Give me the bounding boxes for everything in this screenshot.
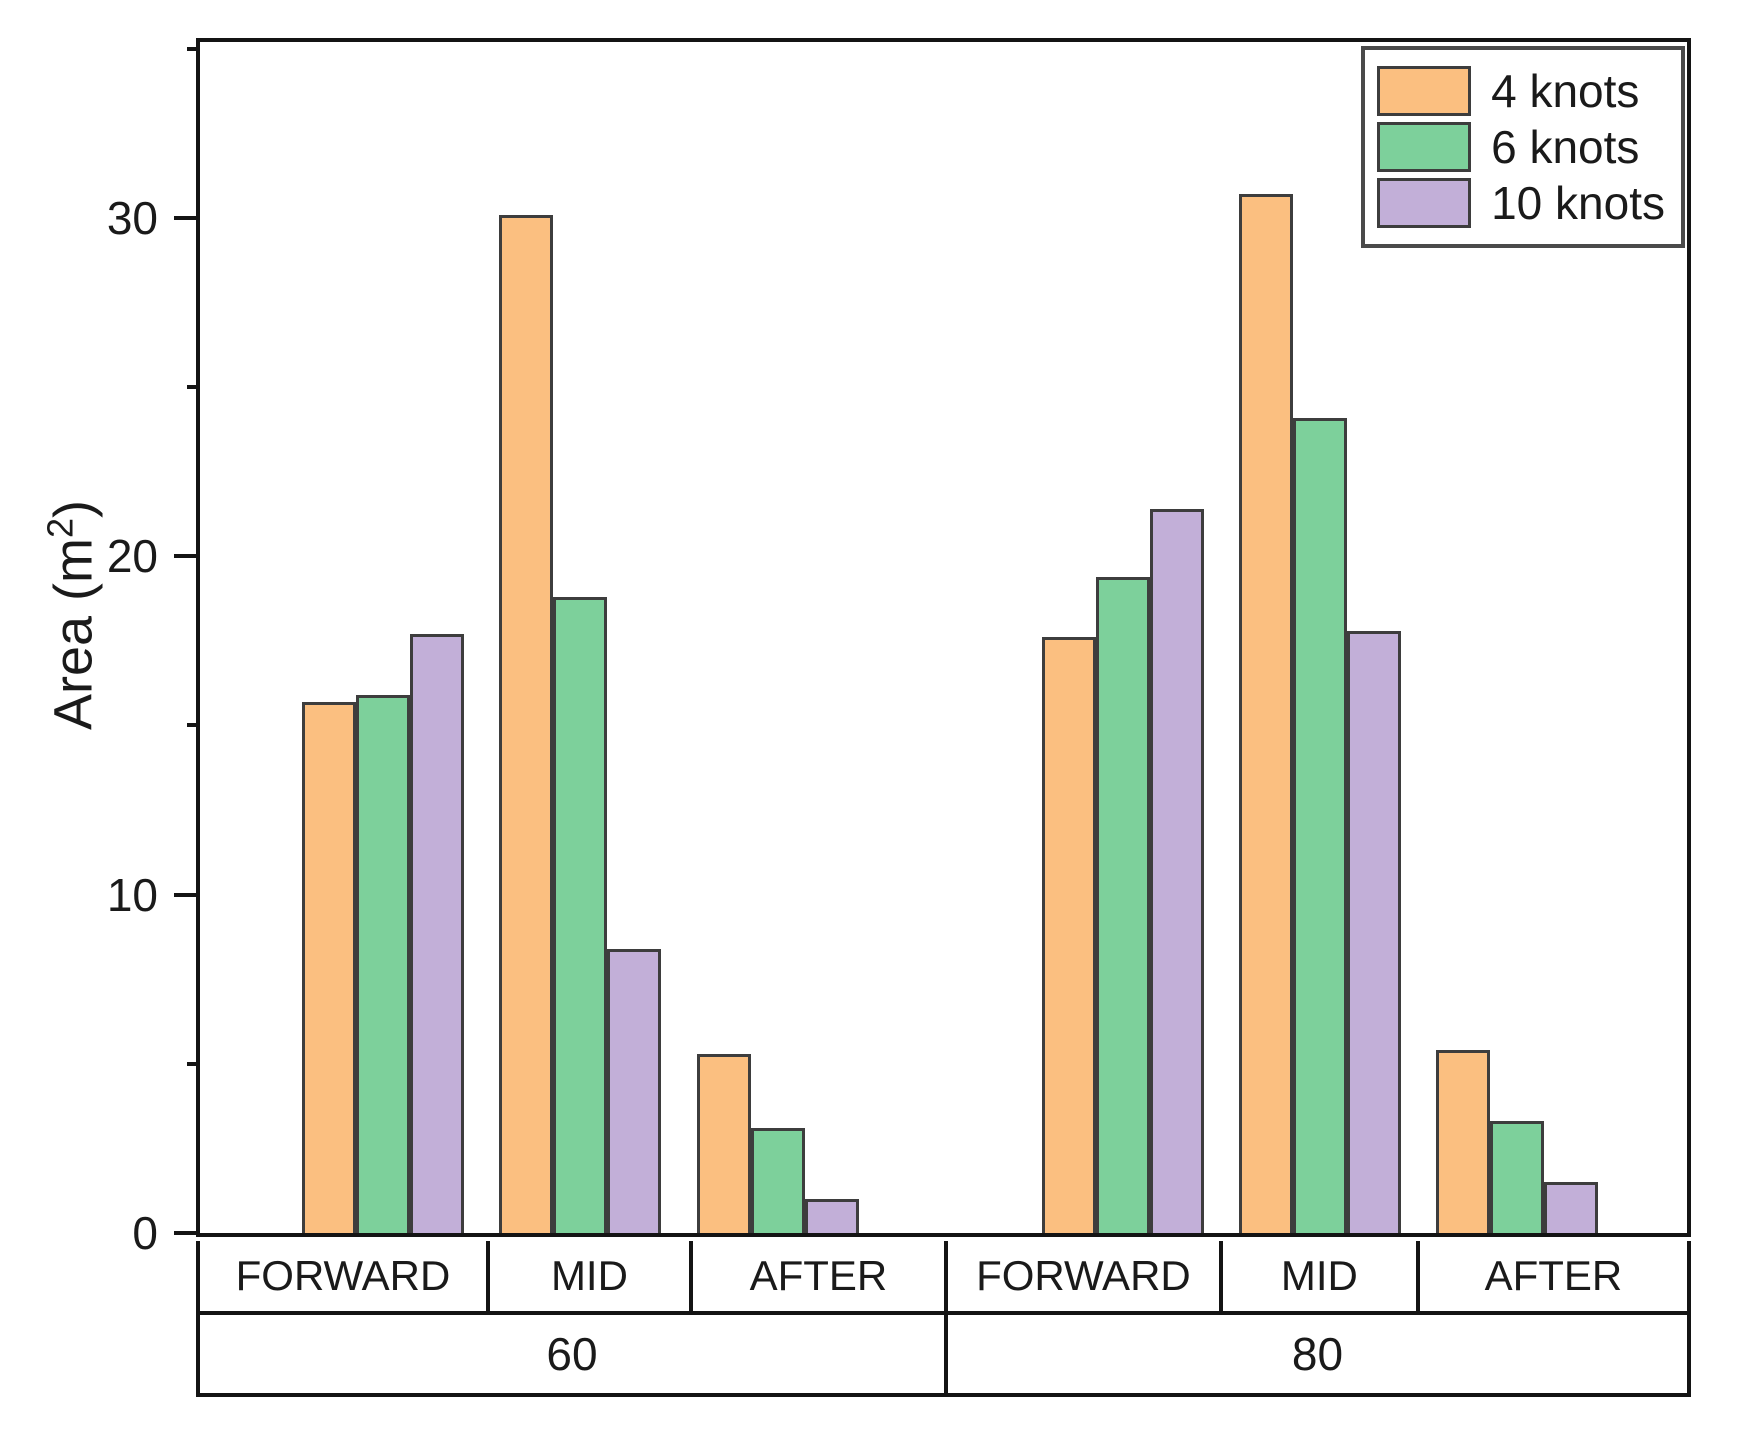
y-axis-title-text: Area (m [43, 537, 104, 731]
y-tick-label-0: 0 [132, 1207, 158, 1259]
group-row: 60 80 [200, 1315, 1687, 1393]
bar-60-forward-6-knots [356, 695, 410, 1233]
bar-80-after-10-knots [1544, 1182, 1598, 1233]
category-cell-80-mid: MID [1223, 1241, 1420, 1311]
legend-swatch-4-knots [1377, 66, 1472, 116]
legend-label-4-knots: 4 knots [1491, 65, 1640, 117]
legend-entry-4-knots: 4 knots [1377, 66, 1665, 116]
category-cell-80-forward: FORWARD [948, 1241, 1223, 1311]
bar-80-mid-4-knots [1239, 194, 1293, 1233]
category-row: FORWARD MID AFTER FORWARD MID AFTER [200, 1241, 1687, 1315]
minor-tick-35 [187, 46, 200, 51]
bar-80-mid-6-knots [1293, 418, 1347, 1233]
category-cell-60-mid: MID [490, 1241, 693, 1311]
group-cell-80: 80 [1291, 1328, 1344, 1380]
category-cell-80-after: AFTER [1484, 1252, 1623, 1299]
minor-tick-25 [187, 385, 200, 390]
y-axis-title: Area (m2) [40, 500, 105, 730]
legend-label-10-knots: 10 knots [1491, 177, 1665, 229]
legend-label-6-knots: 6 knots [1491, 121, 1640, 173]
y-axis-title-superscript: 2 [39, 517, 81, 538]
y-axis-title-text-suffix: ) [43, 499, 104, 518]
bar-60-mid-4-knots [499, 215, 553, 1233]
category-cell-60-forward: FORWARD [200, 1241, 490, 1311]
bar-60-mid-10-knots [607, 949, 661, 1233]
legend-entry-6-knots: 6 knots [1377, 122, 1665, 172]
bar-60-after-4-knots [697, 1054, 751, 1233]
bar-60-forward-10-knots [410, 634, 464, 1233]
legend: 4 knots 6 knots 10 knots [1361, 46, 1685, 248]
major-tick-0 [174, 1231, 200, 1235]
category-axis-table: FORWARD MID AFTER FORWARD MID AFTER 60 80 [196, 1241, 1691, 1397]
plot-area: 0 10 20 30 4 knots 6 knots 10 knots [107, 38, 1691, 1256]
y-tick-label-20: 20 [106, 530, 158, 583]
y-tick-label-30: 30 [106, 191, 158, 244]
legend-swatch-10-knots [1377, 178, 1472, 228]
bar-80-mid-10-knots [1347, 631, 1401, 1233]
y-tick-label-10: 10 [106, 868, 158, 921]
major-tick-20 [174, 554, 200, 559]
minor-tick-15 [187, 723, 200, 728]
bar-60-mid-6-knots [553, 597, 607, 1233]
major-tick-10 [174, 892, 200, 897]
bar-60-after-6-knots [751, 1128, 805, 1233]
legend-entry-10-knots: 10 knots [1377, 178, 1665, 228]
bar-60-forward-4-knots [302, 702, 356, 1233]
bar-60-after-10-knots [805, 1199, 859, 1233]
category-cell-60-after: AFTER [693, 1241, 948, 1311]
bar-80-forward-4-knots [1042, 637, 1096, 1233]
group-cell-60: 60 [200, 1315, 948, 1393]
bar-80-forward-6-knots [1096, 577, 1150, 1233]
minor-tick-5 [187, 1061, 200, 1066]
bar-80-after-6-knots [1490, 1121, 1544, 1233]
legend-swatch-6-knots [1377, 122, 1472, 172]
major-tick-30 [174, 215, 200, 220]
bar-80-forward-10-knots [1150, 509, 1204, 1233]
bar-80-after-4-knots [1436, 1050, 1490, 1233]
